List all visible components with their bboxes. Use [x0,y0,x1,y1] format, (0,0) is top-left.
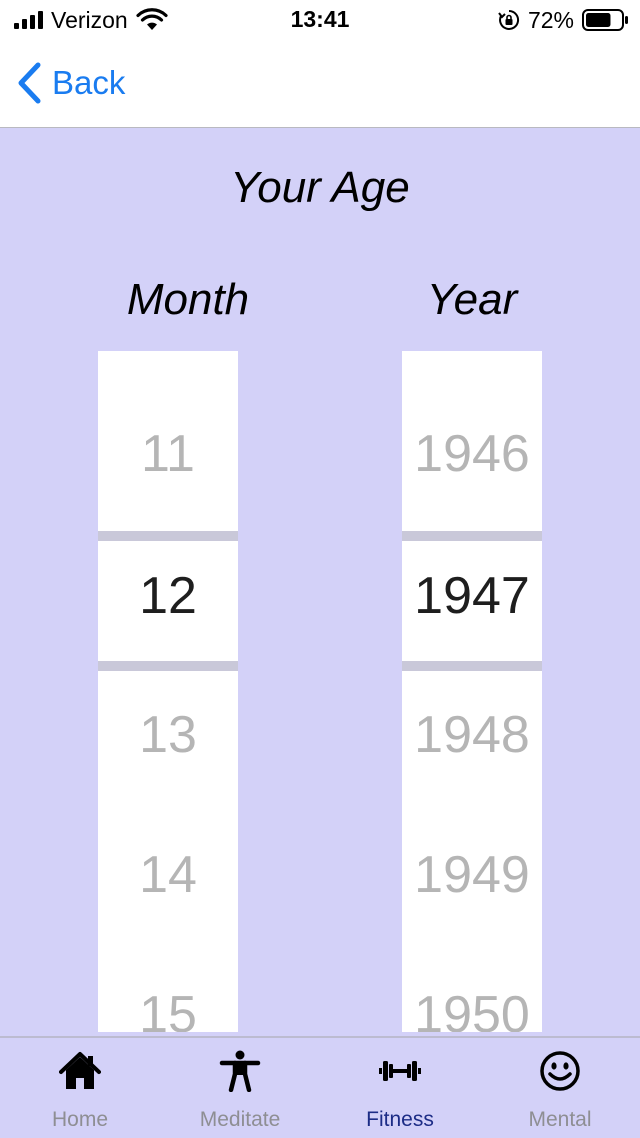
cellular-signal-icon [14,11,43,29]
status-bar: Verizon 13:41 72% [0,0,640,40]
selection-divider-top [98,531,238,541]
year-option[interactable]: 1950 [414,986,530,1032]
tab-label: Fitness [366,1108,434,1131]
status-time: 13:41 [290,6,350,32]
year-header: Year [426,275,518,324]
back-button[interactable]: Back [16,60,125,106]
year-picker[interactable]: 1946 1947 1948 1949 1950 [402,351,542,1032]
back-label: Back [52,64,126,101]
month-option[interactable]: 13 [139,706,197,764]
year-option-selected[interactable]: 1947 [402,541,542,661]
tab-label: Home [51,1108,109,1131]
battery-icon [582,9,628,31]
dumbbell-icon [379,1061,421,1081]
chevron-left-icon [18,62,41,104]
month-option[interactable]: 15 [139,986,197,1032]
year-option[interactable]: 1946 [402,351,542,531]
month-option[interactable]: 14 [139,846,197,904]
smiley-icon [540,1051,580,1091]
person-icon [219,1050,261,1092]
selection-divider-bottom [402,661,542,671]
year-option-list [402,671,542,1032]
month-option[interactable]: 11 [98,351,238,531]
navigation-bar: Back [0,40,640,128]
tab-bar: Home Meditate Fitness Mental [0,1036,640,1138]
tab-fitness[interactable]: Fitness [320,1038,480,1138]
year-option[interactable]: 1948 [414,706,530,764]
tab-home[interactable]: Home [0,1038,160,1138]
tab-meditate[interactable]: Meditate [160,1038,320,1138]
month-header: Month [126,275,250,324]
selection-divider-bottom [98,661,238,671]
month-picker[interactable]: 11 12 13 14 15 [98,351,238,1032]
home-icon [59,1052,101,1089]
tab-label: Mental [528,1108,592,1131]
year-option[interactable]: 1949 [414,846,530,904]
tab-mental[interactable]: Mental [480,1038,640,1138]
tab-label: Meditate [199,1108,281,1131]
wifi-icon [136,8,168,30]
month-option-selected[interactable]: 12 [98,541,238,661]
month-option-list [98,671,238,1032]
status-right: 72% [498,6,628,34]
battery-percent: 72% [527,6,574,33]
rotation-lock-icon [498,9,519,30]
status-left: Verizon [14,6,168,34]
selection-divider-top [402,531,542,541]
carrier-name: Verizon [51,6,128,33]
page-title: Your Age [230,163,410,212]
